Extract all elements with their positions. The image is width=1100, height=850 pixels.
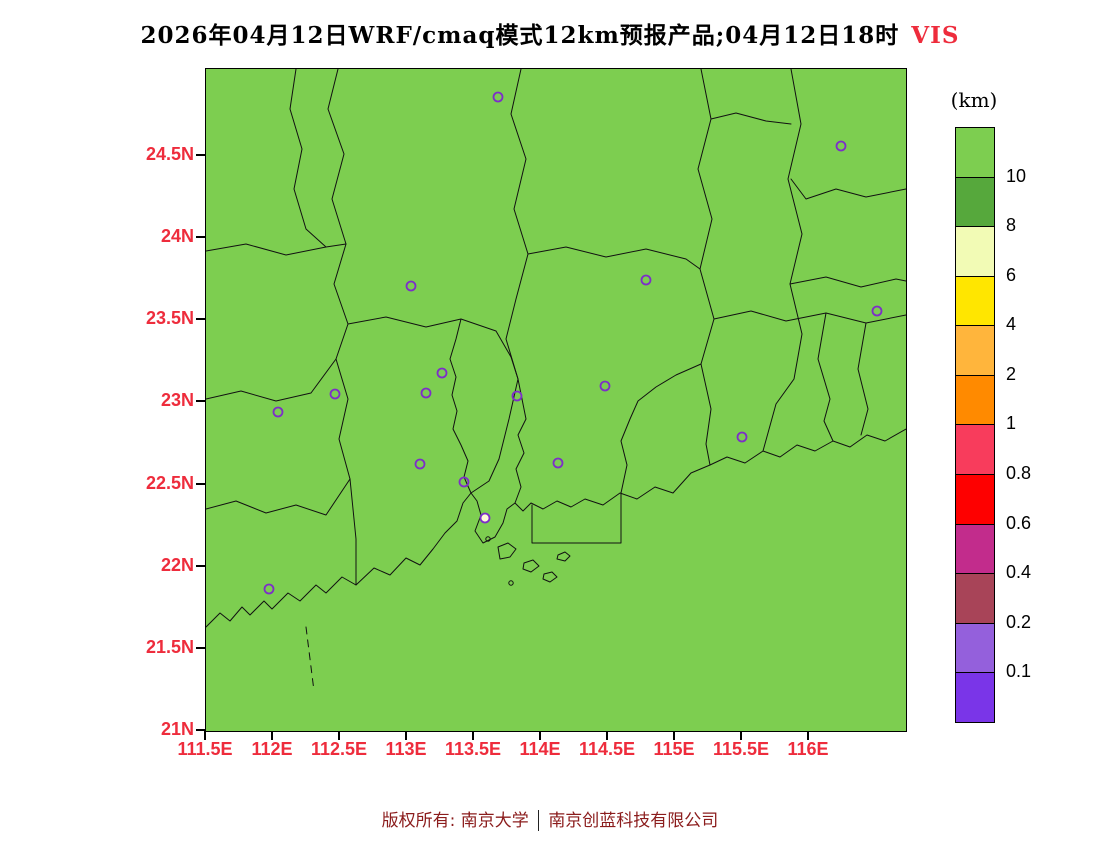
lat-tick-label: 22.5N bbox=[145, 472, 194, 493]
lat-tick bbox=[196, 318, 205, 321]
station-marker bbox=[479, 512, 491, 524]
lon-tick-label: 114.5E bbox=[578, 739, 636, 759]
station-marker bbox=[492, 91, 504, 103]
title-text: 2026年04月12日WRF/cmaq模式12km预报产品;04月12日18时 bbox=[140, 22, 900, 49]
lon-tick-label: 112.5E bbox=[310, 739, 368, 759]
lon-tick-label: 111.5E bbox=[177, 739, 233, 759]
lat-tick-label: 21.5N bbox=[145, 636, 194, 657]
lat-tick bbox=[196, 646, 205, 649]
station-marker bbox=[640, 274, 652, 286]
colorbar-tick-label: 0.1 bbox=[1006, 661, 1032, 682]
lat-tick-label: 22N bbox=[160, 554, 194, 575]
colorbar-tick-label: 0.6 bbox=[1006, 512, 1032, 533]
colorbar-tick-label: 2 bbox=[1006, 363, 1017, 384]
station-marker bbox=[329, 388, 341, 400]
station-marker bbox=[405, 280, 417, 292]
colorbar-tick-label: 1 bbox=[1006, 413, 1017, 434]
footer-divider bbox=[537, 810, 540, 831]
lat-tick bbox=[196, 482, 205, 485]
colorbar-segment: 10 bbox=[956, 128, 1026, 186]
map-canvas bbox=[206, 69, 906, 731]
lon-tick bbox=[472, 731, 474, 740]
lat-tick bbox=[196, 236, 205, 239]
lon-tick-label: 113E bbox=[385, 739, 427, 759]
lon-tick bbox=[740, 731, 742, 740]
lon-tick-label: 113.5E bbox=[444, 739, 502, 759]
colorbar-tick-label: 10 bbox=[1006, 165, 1027, 186]
colorbar-segment: 0.8 bbox=[956, 425, 1031, 483]
colorbar-segment: 0.1 bbox=[956, 623, 1031, 681]
colorbar-tick-label: 0.2 bbox=[1006, 611, 1032, 632]
lat-tick-label: 23.5N bbox=[145, 308, 194, 329]
lat-tick bbox=[196, 729, 205, 731]
station-marker bbox=[599, 380, 611, 392]
station-marker bbox=[552, 457, 564, 469]
station-marker bbox=[511, 390, 523, 402]
station-marker bbox=[420, 387, 432, 399]
station-marker bbox=[272, 406, 284, 418]
colorbar-segment: 8 bbox=[956, 177, 1016, 235]
colorbar-segment: 0.4 bbox=[956, 524, 1031, 582]
colorbar-tick-label: 6 bbox=[1006, 264, 1017, 285]
colorbar-segment bbox=[956, 673, 994, 722]
lon-tick-label: 115E bbox=[653, 739, 695, 759]
station-marker bbox=[835, 140, 847, 152]
colorbar-segment: 0.6 bbox=[956, 475, 1031, 533]
lon-tick bbox=[539, 731, 541, 740]
copyright-company: 南京创蓝科技有限公司 bbox=[548, 811, 719, 831]
station-marker bbox=[436, 367, 448, 379]
lat-tick bbox=[196, 154, 205, 156]
lon-tick bbox=[204, 731, 206, 740]
lon-tick-label: 116E bbox=[787, 739, 829, 759]
copyright-owner: 版权所有: 南京大学 bbox=[381, 811, 529, 831]
station-marker bbox=[263, 583, 275, 595]
lat-tick bbox=[196, 400, 205, 403]
colorbar-unit-label: (km) bbox=[950, 88, 998, 112]
lon-tick bbox=[606, 731, 608, 740]
lon-tick-label: 115.5E bbox=[712, 739, 770, 759]
colorbar-segment: 6 bbox=[956, 227, 1016, 285]
colorbar-segment: 0.2 bbox=[956, 574, 1031, 632]
station-marker bbox=[736, 431, 748, 443]
lat-tick bbox=[196, 564, 205, 567]
lon-tick-label: 114E bbox=[519, 739, 561, 759]
station-marker bbox=[458, 476, 470, 488]
title-variable: VIS bbox=[911, 22, 960, 49]
colorbar-tick-label: 0.4 bbox=[1006, 562, 1032, 583]
lat-tick-label: 21N bbox=[160, 719, 194, 739]
copyright-footer: 版权所有: 南京大学 南京创蓝科技有限公司 bbox=[0, 806, 1100, 831]
station-marker bbox=[414, 458, 426, 470]
station-markers bbox=[263, 91, 883, 595]
colorbar-segment: 4 bbox=[956, 276, 1016, 334]
map-background bbox=[206, 69, 906, 731]
lon-tick bbox=[673, 731, 675, 740]
province-boundaries bbox=[206, 69, 906, 692]
colorbar: 10 8 6 4 2 1 0.8 0.6 0.4 0.2 0.1 bbox=[955, 127, 1031, 723]
colorbar-tick-label: 0.8 bbox=[1006, 463, 1032, 484]
lon-tick bbox=[405, 731, 407, 740]
lon-tick bbox=[271, 731, 273, 740]
colorbar-segment: 2 bbox=[956, 326, 1016, 384]
station-marker bbox=[871, 305, 883, 317]
forecast-map bbox=[205, 68, 907, 732]
lon-tick bbox=[807, 731, 809, 740]
lon-tick bbox=[338, 731, 340, 740]
lon-tick-label: 112E bbox=[251, 739, 293, 759]
colorbar-tick-label: 8 bbox=[1006, 215, 1017, 236]
lat-tick-label: 24.5N bbox=[145, 144, 194, 164]
colorbar-tick-label: 4 bbox=[1006, 314, 1017, 335]
colorbar-segment: 1 bbox=[956, 375, 1016, 433]
lat-tick-label: 23N bbox=[160, 390, 194, 411]
lat-tick-label: 24N bbox=[160, 226, 194, 247]
page-title: 2026年04月12日WRF/cmaq模式12km预报产品;04月12日18时 V… bbox=[0, 16, 1100, 50]
